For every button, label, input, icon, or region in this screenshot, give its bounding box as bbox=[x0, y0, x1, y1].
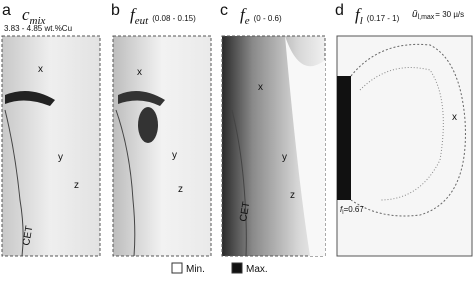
title-symbol: f bbox=[355, 5, 362, 24]
region-label: x bbox=[452, 112, 457, 123]
flow-field bbox=[359, 67, 444, 201]
front-line bbox=[231, 109, 247, 257]
velocity-symbol: ū bbox=[412, 9, 418, 20]
panel-title: fl (0.17 - 1) bbox=[355, 5, 400, 27]
panel-letter: d bbox=[335, 2, 344, 19]
panel-title: fe (0 - 0.6) bbox=[240, 5, 282, 27]
legend-max: Max. bbox=[246, 264, 268, 275]
panel-images bbox=[1, 35, 473, 257]
light-region bbox=[285, 36, 325, 256]
blob bbox=[118, 91, 165, 106]
region-label: z bbox=[74, 180, 79, 191]
image-d bbox=[336, 35, 473, 257]
region-label: z bbox=[290, 190, 295, 201]
dark-region bbox=[337, 76, 351, 200]
region-label: y bbox=[172, 150, 177, 161]
blob bbox=[5, 91, 55, 106]
velocity-label: ūl,max= 30 µ/s bbox=[412, 9, 464, 21]
fraction-label: fl=0.67 bbox=[340, 205, 364, 216]
legend-max-swatch bbox=[231, 262, 243, 274]
flow-field bbox=[350, 43, 466, 217]
title-symbol: c bbox=[22, 5, 30, 24]
panel-range: (0 - 0.6) bbox=[254, 14, 282, 23]
blob bbox=[138, 107, 158, 143]
fraction-symbol: f bbox=[340, 205, 343, 214]
panel-range: (0.17 - 1) bbox=[367, 14, 400, 23]
panel-range: 3.83 - 4.85 wt.%Cu bbox=[4, 24, 72, 33]
region-label: z bbox=[178, 184, 183, 195]
panel-title: feut (0.08 - 0.15) bbox=[130, 5, 196, 27]
region-label: x bbox=[38, 64, 43, 75]
fraction-value: =0.67 bbox=[344, 205, 365, 214]
region-label: CET bbox=[238, 201, 252, 223]
image-a bbox=[1, 35, 101, 257]
panel-letter: a bbox=[2, 2, 11, 19]
front-line bbox=[4, 109, 24, 257]
panel-title: cmix bbox=[22, 5, 46, 27]
region-label: x bbox=[137, 67, 142, 78]
title-subscript: e bbox=[245, 15, 250, 27]
legend-min: Min. bbox=[186, 264, 205, 275]
front-line bbox=[115, 109, 136, 257]
region-label: y bbox=[282, 152, 287, 163]
fraction-subscript: l bbox=[342, 210, 343, 216]
panel-letter: b bbox=[111, 2, 120, 19]
title-symbol: f bbox=[130, 5, 137, 24]
title-subscript: l bbox=[360, 15, 363, 27]
velocity-subscript: l,max bbox=[418, 14, 435, 21]
image-b bbox=[112, 35, 212, 257]
title-subscript: eut bbox=[135, 15, 149, 27]
title-subscript: mix bbox=[30, 15, 46, 27]
panel-letter: c bbox=[220, 2, 228, 19]
velocity-value: = 30 µ/s bbox=[435, 10, 464, 19]
region-label: x bbox=[258, 82, 263, 93]
panel-range: (0.08 - 0.15) bbox=[152, 14, 196, 23]
region-label: y bbox=[58, 152, 63, 163]
region-label: CET bbox=[21, 225, 35, 247]
title-symbol: f bbox=[240, 5, 247, 24]
legend-min-swatch bbox=[171, 262, 183, 274]
